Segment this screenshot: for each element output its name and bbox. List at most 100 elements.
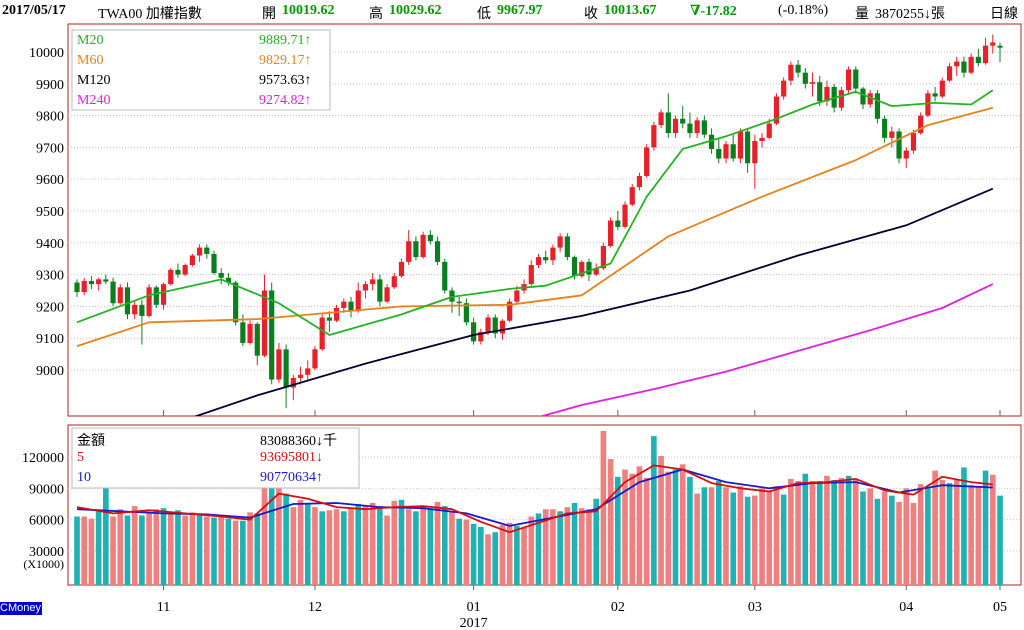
candle-body (557, 236, 563, 248)
volume-bar (283, 493, 289, 585)
volume-bar (867, 488, 874, 585)
volume-bar (521, 528, 527, 585)
candle-body (680, 118, 686, 124)
volume-ma10-line (76, 468, 993, 527)
candle-body (665, 112, 671, 134)
volume-bar (737, 486, 744, 585)
candle-body (247, 323, 253, 343)
candle-body (139, 304, 145, 316)
legend-value: 9573.63↑ (259, 73, 312, 88)
volume-bar (694, 493, 700, 585)
month-label: 05 (993, 600, 1007, 615)
ma120-line (193, 187, 994, 416)
volume-bar (362, 506, 369, 585)
candle-body (168, 269, 174, 285)
quote-header: 2017/05/17 TWA00 加權指數 開 10019.62 高 10029… (0, 0, 1024, 24)
volume-bar (398, 499, 405, 585)
candle-body (74, 282, 80, 293)
candle-body (406, 241, 412, 262)
price-tick-label: 9100 (36, 332, 64, 347)
volume-bar (153, 509, 160, 585)
candle-body (507, 301, 513, 321)
volume-bar (593, 498, 599, 585)
month-label: 01 (467, 600, 481, 615)
volume-bar (312, 507, 318, 585)
volume-bar (557, 511, 563, 585)
open-value: 10019.62 (282, 3, 335, 18)
candle-body (716, 148, 722, 159)
candle-body (600, 245, 606, 269)
volume-bar (766, 490, 773, 585)
volume-bar (103, 488, 109, 585)
volume-bar (348, 508, 354, 585)
legend-value: 83088360↓千 (260, 434, 337, 449)
legend-name: M120 (77, 73, 111, 88)
volume-bar (470, 523, 477, 585)
volume-bar (463, 519, 470, 585)
volume-bar (434, 501, 441, 585)
candle-body (860, 88, 866, 105)
volume-bar (110, 516, 116, 585)
volume-bar (672, 469, 679, 585)
month-label: 04 (899, 600, 913, 615)
candle-body (117, 287, 123, 304)
volume-bar (622, 469, 628, 585)
candle-body (629, 187, 635, 205)
volume-bar (333, 509, 340, 585)
brand-logo: CMoney (0, 602, 42, 615)
candle-body (492, 317, 498, 334)
volume-tick-label: 30000 (29, 545, 64, 560)
legend-name: M240 (77, 93, 111, 108)
high-value: 10029.62 (389, 3, 442, 18)
candle-body (737, 131, 744, 159)
volume-bar (88, 518, 95, 585)
volume-bar (297, 499, 304, 585)
volume-tick-label: 60000 (29, 514, 64, 529)
volume-bar (456, 518, 462, 585)
volume-bar (629, 473, 636, 585)
candle-body (932, 93, 938, 97)
volume-bar (701, 487, 708, 585)
candle-body (766, 123, 772, 138)
volume-bar (889, 495, 895, 585)
candle-body (867, 93, 873, 105)
volume-bar (651, 436, 657, 585)
candle-body (413, 241, 419, 258)
volume-bar (795, 481, 801, 585)
volume-bar (74, 516, 80, 585)
volume-bar (687, 476, 693, 585)
candle-body (146, 287, 152, 316)
candle-body (817, 82, 823, 102)
candle-body (478, 331, 484, 342)
volume-bar (903, 488, 910, 585)
candle-body (550, 247, 556, 261)
candle-body (276, 349, 282, 380)
volume-bar (564, 507, 571, 585)
volume-bar (326, 510, 333, 585)
candle-body (420, 234, 426, 258)
volume-bar (607, 459, 614, 585)
legend-value: 93695801↓ (260, 450, 323, 465)
volume-bar (752, 495, 758, 585)
candle-body (723, 144, 729, 159)
volume-bar (838, 477, 845, 585)
candle-body (903, 150, 909, 159)
candle-body (96, 279, 102, 285)
volume-bar (542, 509, 549, 585)
candle-body (658, 112, 664, 126)
candle-body (615, 220, 621, 227)
price-tick-label: 9500 (36, 205, 64, 220)
legend-value: 9829.17↑ (259, 53, 312, 68)
change-percent: (-0.18%) (778, 3, 829, 18)
legend-value: 9274.82↑ (259, 93, 312, 108)
volume-bar (131, 506, 138, 585)
candle-body (708, 134, 715, 149)
volume-bar (578, 508, 585, 585)
candle-body (225, 277, 232, 283)
price-tick-label: 9400 (36, 237, 64, 252)
volume-bar (809, 481, 816, 585)
candle-body (153, 287, 159, 305)
candle-body (463, 303, 469, 323)
candle-body (377, 279, 383, 302)
candle-body (802, 72, 808, 84)
